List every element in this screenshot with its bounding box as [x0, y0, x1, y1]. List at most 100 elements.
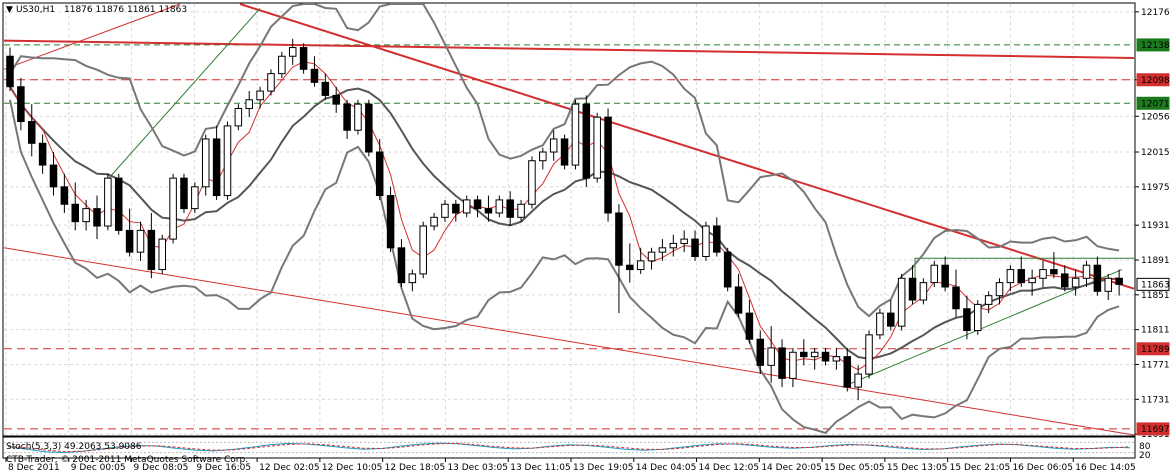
candle-body	[843, 356, 852, 388]
candle-body	[745, 312, 754, 340]
candle-body	[778, 347, 786, 379]
price-label-box	[1136, 73, 1170, 87]
time-tick-label: 15 Dec 21:05	[950, 463, 1011, 473]
candle-body	[930, 264, 939, 284]
candle-body	[1050, 269, 1058, 275]
candle-body	[604, 116, 612, 214]
candle-body	[1006, 269, 1015, 284]
candle-body	[158, 238, 166, 271]
chart-ohlc: 11876 11876 11861 11863	[64, 5, 187, 15]
candle-body	[1115, 277, 1123, 285]
candle-body	[528, 160, 536, 205]
candle-body	[887, 312, 895, 327]
candle-body	[800, 351, 808, 358]
candle-body	[593, 116, 601, 179]
price-tick-label: 12176	[1141, 8, 1170, 18]
candle-body	[223, 125, 232, 197]
candle-body	[832, 356, 841, 362]
indicator-arrow-icon: ▼	[6, 5, 13, 15]
candle-body	[571, 103, 580, 166]
candles	[6, 38, 1123, 401]
candle-body	[321, 81, 330, 96]
band-upper	[9, 3, 1120, 318]
price-tick-label: 12015	[1141, 148, 1170, 158]
band-lower	[9, 99, 1120, 435]
candle-body	[1028, 277, 1036, 284]
price-label-box	[1136, 342, 1170, 356]
time-tick-label: 9 Dec 08:05	[134, 463, 189, 473]
candle-body	[332, 94, 340, 105]
candle-body	[865, 334, 873, 375]
time-tick-label: 12 Dec 10:05	[322, 463, 383, 473]
candle-body	[408, 273, 417, 284]
stoch-title: Stoch(5,3,3) 49.2063 53.9086	[6, 442, 142, 452]
candle-body	[60, 186, 69, 205]
candle-body	[419, 225, 427, 275]
price-label-box	[1136, 422, 1170, 436]
price-label-box	[1136, 38, 1170, 52]
candle-body	[582, 103, 591, 179]
candle-body	[963, 308, 971, 332]
candle-body	[278, 55, 286, 75]
price-tick-label: 11975	[1141, 183, 1170, 193]
trendlines	[3, 3, 1135, 436]
candle-body	[256, 90, 264, 101]
price-label: 12138	[1141, 41, 1170, 51]
candle-body	[212, 138, 221, 197]
candle-body	[658, 247, 667, 253]
candle-body	[1093, 264, 1102, 292]
candle-body	[93, 208, 101, 227]
candle-body	[27, 121, 36, 144]
candle-body	[354, 103, 362, 131]
candle-body	[288, 47, 297, 57]
candle-body	[234, 107, 243, 127]
time-tick-label: 15 Dec 13:05	[887, 463, 948, 473]
price-label: 11863	[1141, 280, 1170, 290]
candle-body	[691, 238, 699, 258]
candle-body	[1082, 264, 1091, 279]
candle-body	[201, 138, 210, 188]
price-tick-label: 11731	[1141, 395, 1170, 405]
candle-body	[180, 177, 188, 210]
time-tick-label: 14 Dec 20:05	[761, 463, 822, 473]
candle-body	[517, 203, 525, 218]
time-tick-label: 13 Dec 03:05	[447, 463, 508, 473]
time-tick-label: 9 Dec 00:05	[71, 463, 126, 473]
time-tick-label: 15 Dec 05:05	[824, 463, 885, 473]
candle-body	[245, 99, 253, 109]
candle-body	[147, 229, 156, 271]
candle-body	[897, 277, 906, 327]
time-axis: 8 Dec 2011 9 Dec 00:05 9 Dec 08:05 9 Dec 16…	[5, 458, 1136, 473]
candle-body	[71, 203, 80, 223]
time-tick-label: 16 Dec 06:05	[1012, 463, 1073, 473]
candle-body	[1104, 277, 1113, 292]
down-trendline	[239, 3, 1135, 290]
lower-channel-line	[3, 247, 1135, 436]
candle-body	[136, 229, 145, 253]
candle-body	[299, 47, 308, 70]
candle-body	[397, 247, 406, 284]
candle-body	[375, 151, 384, 197]
candle-body	[952, 286, 960, 310]
candle-body	[854, 373, 862, 388]
stoch-level-bottom: 20	[1139, 451, 1151, 461]
candle-body	[462, 199, 471, 214]
time-tick-label: 9 Dec 16:05	[196, 463, 251, 473]
candle-body	[647, 251, 656, 262]
candle-body	[615, 212, 623, 266]
resistance-line	[3, 39, 1135, 59]
candle-body	[82, 208, 90, 223]
candle-body	[974, 303, 982, 332]
candle-body	[560, 138, 569, 166]
candle-body	[549, 138, 558, 153]
band-middle	[9, 86, 1120, 360]
price-label-box	[1136, 96, 1170, 110]
candle-body	[767, 347, 775, 366]
price-tick-label: 11811	[1141, 326, 1170, 336]
candle-body	[441, 203, 449, 218]
candle-body	[49, 164, 58, 188]
candle-body	[919, 282, 928, 301]
candle-body	[723, 251, 732, 288]
green-trendline-early	[104, 8, 261, 183]
